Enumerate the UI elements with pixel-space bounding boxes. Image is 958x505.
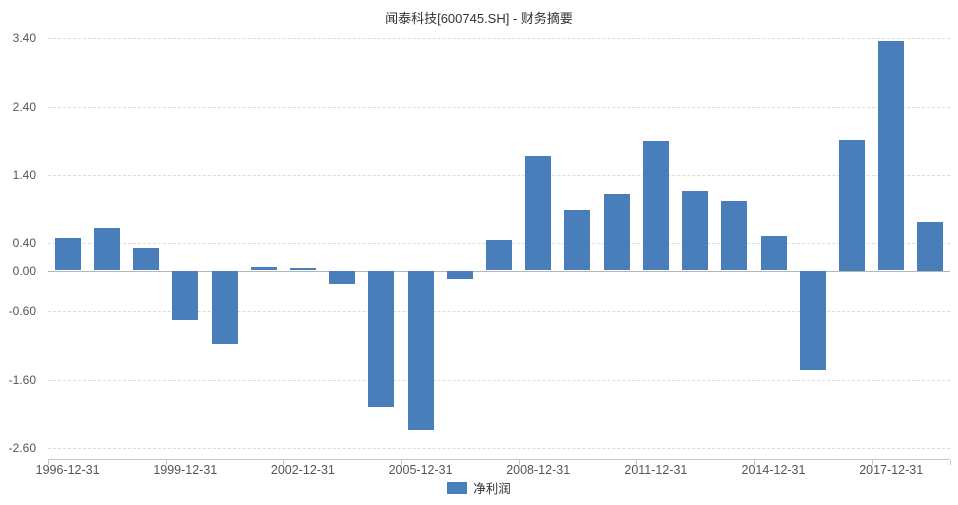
zero-gridline [48,270,950,272]
bar-1998-12-31[interactable] [133,247,159,271]
x-tick-label: 2014-12-31 [741,463,806,477]
x-tick-mark [165,460,167,465]
y-tick-label: -2.60 [8,441,36,456]
gridline [48,379,950,381]
x-tick-mark [518,460,520,465]
gridline [48,311,950,313]
y-tick-label: 3.40 [12,31,36,46]
legend-swatch-net-profit [447,481,468,494]
x-tick-label: 2005-12-31 [388,463,453,477]
bar-2008-12-31[interactable] [525,155,552,271]
bar-2013-12-31[interactable] [721,200,748,271]
y-tick-label: 2.40 [12,99,36,114]
x-tick-mark [950,460,951,465]
bar-2012-12-31[interactable] [682,190,709,271]
y-tick-label: -1.60 [8,372,36,387]
bar-1999-12-31[interactable] [172,270,199,321]
y-tick-label: 0.40 [12,236,36,251]
y-tick-label: -0.60 [8,304,36,319]
bar-2010-12-31[interactable] [603,193,630,271]
x-axis: 1996-12-31 1999-12-31 2002-12-31 2005-12-31… [36,463,950,479]
y-tick-label: 0.00 [12,263,36,278]
gridline [48,38,950,40]
x-tick-mark [753,460,755,465]
plot-area [48,30,951,465]
bar-2007-12-31[interactable] [486,240,512,271]
bar-2014-12-31[interactable] [760,235,787,271]
bar-2001-12-31[interactable] [250,267,277,271]
gridline [48,174,950,176]
x-tick-label: 2008-12-31 [506,463,571,477]
y-axis: 3.40 2.40 1.40 0.40 0.00 -0.60 -1.60 -2.60 [0,30,42,460]
bar-1996-12-31[interactable] [54,238,81,271]
x-tick-mark [636,460,638,465]
bar-2018-12-31[interactable] [917,222,944,271]
bar-2017-12-31[interactable] [878,40,905,271]
y-tick-label: 1.40 [12,167,36,182]
x-tick-mark [401,460,402,465]
bar-2011-12-31[interactable] [642,140,669,271]
x-tick-label: 2011-12-31 [624,463,688,477]
gridline [48,106,950,108]
bar-2003-12-31[interactable] [329,270,356,285]
bar-2015-12-31[interactable] [799,270,826,370]
x-tick-label: 2002-12-31 [270,463,335,477]
bar-2009-12-31[interactable] [564,210,591,271]
gridline [48,448,950,450]
legend-label: 净利润 [473,482,511,496]
bar-1997-12-31[interactable] [93,228,120,271]
bar-2016-12-31[interactable] [839,140,865,271]
x-tick-label: 1996-12-31 [35,463,100,477]
x-tick-mark [871,460,873,465]
x-tick-label: 1999-12-31 [153,463,218,477]
bar-2002-12-31[interactable] [289,267,316,271]
chart-title: 闻泰科技[600745.SH] - 财务摘要 [385,11,573,26]
bar-2005-12-31[interactable] [407,270,434,430]
x-tick-mark [48,460,49,465]
bar-2006-12-31[interactable] [446,270,473,279]
bar-2000-12-31[interactable] [211,270,238,345]
bar-2004-12-31[interactable] [368,270,395,408]
legend: 净利润 [0,478,958,497]
x-tick-mark [283,460,285,465]
x-tick-label: 2017-12-31 [859,463,924,477]
